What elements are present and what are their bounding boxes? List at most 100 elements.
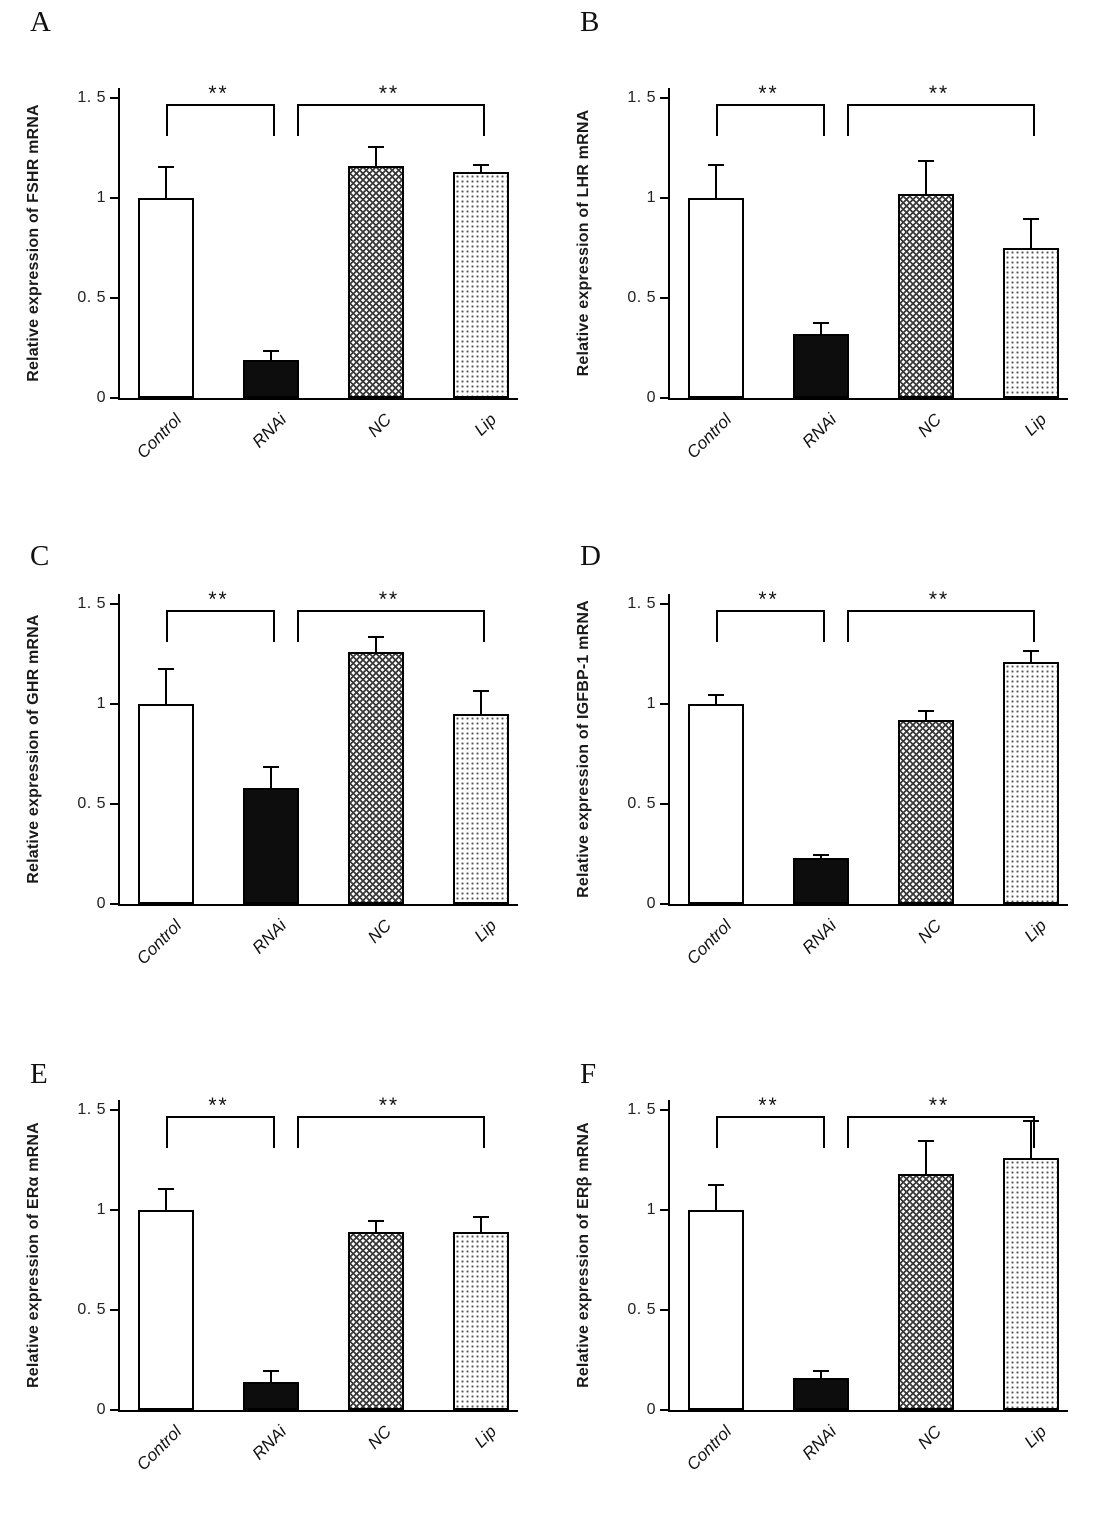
bar-nc bbox=[898, 720, 954, 904]
significance-stars-rnai-lip: ** bbox=[928, 82, 950, 105]
bar-lip bbox=[1003, 248, 1059, 398]
error-bar-lip bbox=[480, 166, 482, 174]
significance-bracket-control-rnai bbox=[716, 610, 825, 642]
significance-bracket-rnai-lip bbox=[297, 610, 485, 642]
x-tick-label-control: Control bbox=[683, 410, 736, 463]
y-tick-label: 1. 5 bbox=[77, 1101, 106, 1118]
y-axis-title-e: Relative expression of ERα mRNA bbox=[25, 1122, 42, 1388]
error-bar-nc bbox=[375, 1222, 377, 1234]
error-bar-nc bbox=[375, 148, 377, 168]
y-tick-label: 1. 5 bbox=[627, 89, 656, 106]
error-bar-rnai bbox=[270, 352, 272, 362]
y-tick-label: 0 bbox=[96, 1401, 106, 1418]
x-tick-label-control: Control bbox=[133, 916, 186, 969]
panel-e: E Relative expression of ERα mRNA 0 0. 5 1 1.… bbox=[0, 1012, 550, 1519]
y-tick-label: 1 bbox=[96, 1201, 106, 1218]
error-bar-rnai bbox=[820, 856, 822, 860]
panel-letter-f: F bbox=[580, 1058, 597, 1090]
y-tick-label: 0. 5 bbox=[627, 1301, 656, 1318]
error-bar-cap-nc bbox=[918, 1140, 934, 1142]
bar-lip bbox=[453, 714, 509, 904]
x-tick-label-rnai: RNAi bbox=[798, 916, 841, 958]
x-tick-label-lip: Lip bbox=[470, 410, 501, 440]
significance-bracket-rnai-lip bbox=[297, 104, 485, 136]
y-tick-mark bbox=[660, 1209, 668, 1211]
y-tick-label: 1. 5 bbox=[627, 1101, 656, 1118]
bar-control bbox=[688, 704, 744, 904]
y-tick-mark bbox=[110, 603, 118, 605]
bar-nc bbox=[898, 1174, 954, 1410]
error-bar-cap-nc bbox=[368, 1220, 384, 1222]
y-tick-mark bbox=[660, 97, 668, 99]
y-tick-mark bbox=[110, 1409, 118, 1411]
x-tick-label-rnai: RNAi bbox=[248, 1422, 291, 1464]
panel-letter-c: C bbox=[30, 540, 50, 572]
significance-stars-rnai-lip: ** bbox=[378, 1094, 400, 1117]
x-tick-label-nc: NC bbox=[914, 916, 946, 947]
significance-stars-rnai-lip: ** bbox=[928, 588, 950, 611]
significance-bracket-rnai-lip bbox=[847, 104, 1035, 136]
error-bar-lip bbox=[1030, 1122, 1032, 1160]
error-bar-control bbox=[715, 166, 717, 200]
x-tick-label-lip: Lip bbox=[470, 1422, 501, 1452]
significance-stars-control-rnai: ** bbox=[208, 588, 229, 611]
panel-letter-a: A bbox=[30, 6, 51, 38]
y-tick-label: 1 bbox=[646, 695, 656, 712]
bar-control bbox=[138, 1210, 194, 1410]
panel-letter-b: B bbox=[580, 6, 600, 38]
significance-stars-control-rnai: ** bbox=[758, 82, 779, 105]
error-bar-cap-rnai bbox=[813, 322, 829, 324]
x-tick-label-rnai: RNAi bbox=[798, 410, 841, 452]
error-bar-cap-lip bbox=[1023, 650, 1039, 652]
plot-area-c: 0 0. 5 1 1. 5 Control RNAi NC Lip ** ** bbox=[77, 589, 518, 968]
y-axis-title-c: Relative expression of GHR mRNA bbox=[25, 614, 42, 884]
y-tick-label: 1. 5 bbox=[77, 89, 106, 106]
bar-lip bbox=[453, 172, 509, 398]
error-bar-lip bbox=[1030, 652, 1032, 664]
bar-rnai bbox=[243, 1382, 299, 1410]
panel-a: A Relative expression of FSHR mRNA 0 0. 5 1 1… bbox=[0, 0, 550, 507]
bar-rnai bbox=[793, 334, 849, 398]
y-tick-mark bbox=[110, 703, 118, 705]
bar-control bbox=[138, 704, 194, 904]
y-tick-mark bbox=[660, 297, 668, 299]
error-bar-cap-rnai bbox=[813, 854, 829, 856]
y-tick-label: 1. 5 bbox=[77, 595, 106, 612]
error-bar-cap-control bbox=[158, 1188, 174, 1190]
bar-rnai bbox=[243, 788, 299, 904]
y-tick-mark bbox=[110, 297, 118, 299]
error-bar-cap-nc bbox=[368, 636, 384, 638]
error-bar-cap-nc bbox=[918, 160, 934, 162]
x-tick-label-rnai: RNAi bbox=[248, 410, 291, 452]
error-bar-cap-rnai bbox=[813, 1370, 829, 1372]
significance-stars-control-rnai: ** bbox=[758, 588, 779, 611]
x-tick-label-control: Control bbox=[133, 1422, 186, 1475]
bar-nc bbox=[348, 166, 404, 398]
error-bar-lip bbox=[480, 692, 482, 716]
bar-control bbox=[688, 198, 744, 398]
error-bar-cap-control bbox=[708, 694, 724, 696]
error-bar-nc bbox=[925, 1142, 927, 1176]
significance-bracket-rnai-lip bbox=[847, 610, 1035, 642]
plot-area-f: 0 0. 5 1 1. 5 Control RNAi NC Lip ** ** bbox=[627, 1095, 1068, 1474]
bar-rnai bbox=[793, 858, 849, 904]
error-bar-cap-rnai bbox=[263, 1370, 279, 1372]
x-tick-label-lip: Lip bbox=[1020, 410, 1051, 440]
significance-bracket-control-rnai bbox=[716, 1116, 825, 1148]
error-bar-control bbox=[715, 1186, 717, 1212]
y-tick-label: 1 bbox=[646, 1201, 656, 1218]
error-bar-cap-nc bbox=[368, 146, 384, 148]
error-bar-nc bbox=[375, 638, 377, 654]
error-bar-rnai bbox=[820, 1372, 822, 1380]
y-tick-label: 0. 5 bbox=[77, 795, 106, 812]
y-tick-label: 1 bbox=[96, 695, 106, 712]
x-tick-label-lip: Lip bbox=[1020, 1422, 1051, 1452]
y-axis-title-a: Relative expression of FSHR mRNA bbox=[25, 104, 42, 382]
x-tick-label-nc: NC bbox=[914, 1422, 946, 1453]
panel-letter-d: D bbox=[580, 540, 601, 572]
significance-bracket-control-rnai bbox=[716, 104, 825, 136]
y-tick-mark bbox=[660, 703, 668, 705]
error-bar-lip bbox=[1030, 220, 1032, 250]
error-bar-cap-control bbox=[708, 164, 724, 166]
